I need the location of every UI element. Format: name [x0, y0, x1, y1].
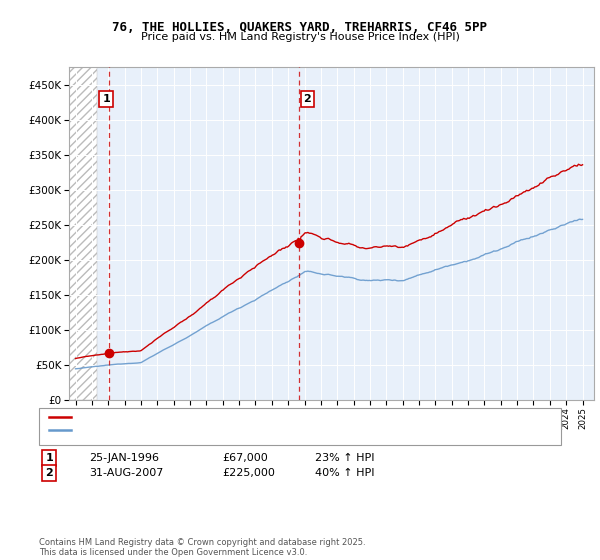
Text: £225,000: £225,000 — [222, 468, 275, 478]
Text: 76, THE HOLLIES, QUAKERS YARD, TREHARRIS, CF46 5PP (detached house): 76, THE HOLLIES, QUAKERS YARD, TREHARRIS… — [77, 412, 445, 422]
Text: 1: 1 — [102, 94, 110, 104]
Text: 2: 2 — [304, 94, 311, 104]
Text: 1: 1 — [46, 453, 53, 463]
Text: 31-AUG-2007: 31-AUG-2007 — [89, 468, 163, 478]
Text: HPI: Average price, detached house, Merthyr Tydfil: HPI: Average price, detached house, Mert… — [77, 424, 325, 435]
Text: 2: 2 — [46, 468, 53, 478]
Text: Price paid vs. HM Land Registry's House Price Index (HPI): Price paid vs. HM Land Registry's House … — [140, 32, 460, 43]
Text: 23% ↑ HPI: 23% ↑ HPI — [315, 453, 374, 463]
Bar — [69, 67, 97, 400]
Text: 25-JAN-1996: 25-JAN-1996 — [89, 453, 159, 463]
Text: 76, THE HOLLIES, QUAKERS YARD, TREHARRIS, CF46 5PP: 76, THE HOLLIES, QUAKERS YARD, TREHARRIS… — [113, 21, 487, 34]
Text: 40% ↑ HPI: 40% ↑ HPI — [315, 468, 374, 478]
Text: Contains HM Land Registry data © Crown copyright and database right 2025.
This d: Contains HM Land Registry data © Crown c… — [39, 538, 365, 557]
Text: £67,000: £67,000 — [222, 453, 268, 463]
